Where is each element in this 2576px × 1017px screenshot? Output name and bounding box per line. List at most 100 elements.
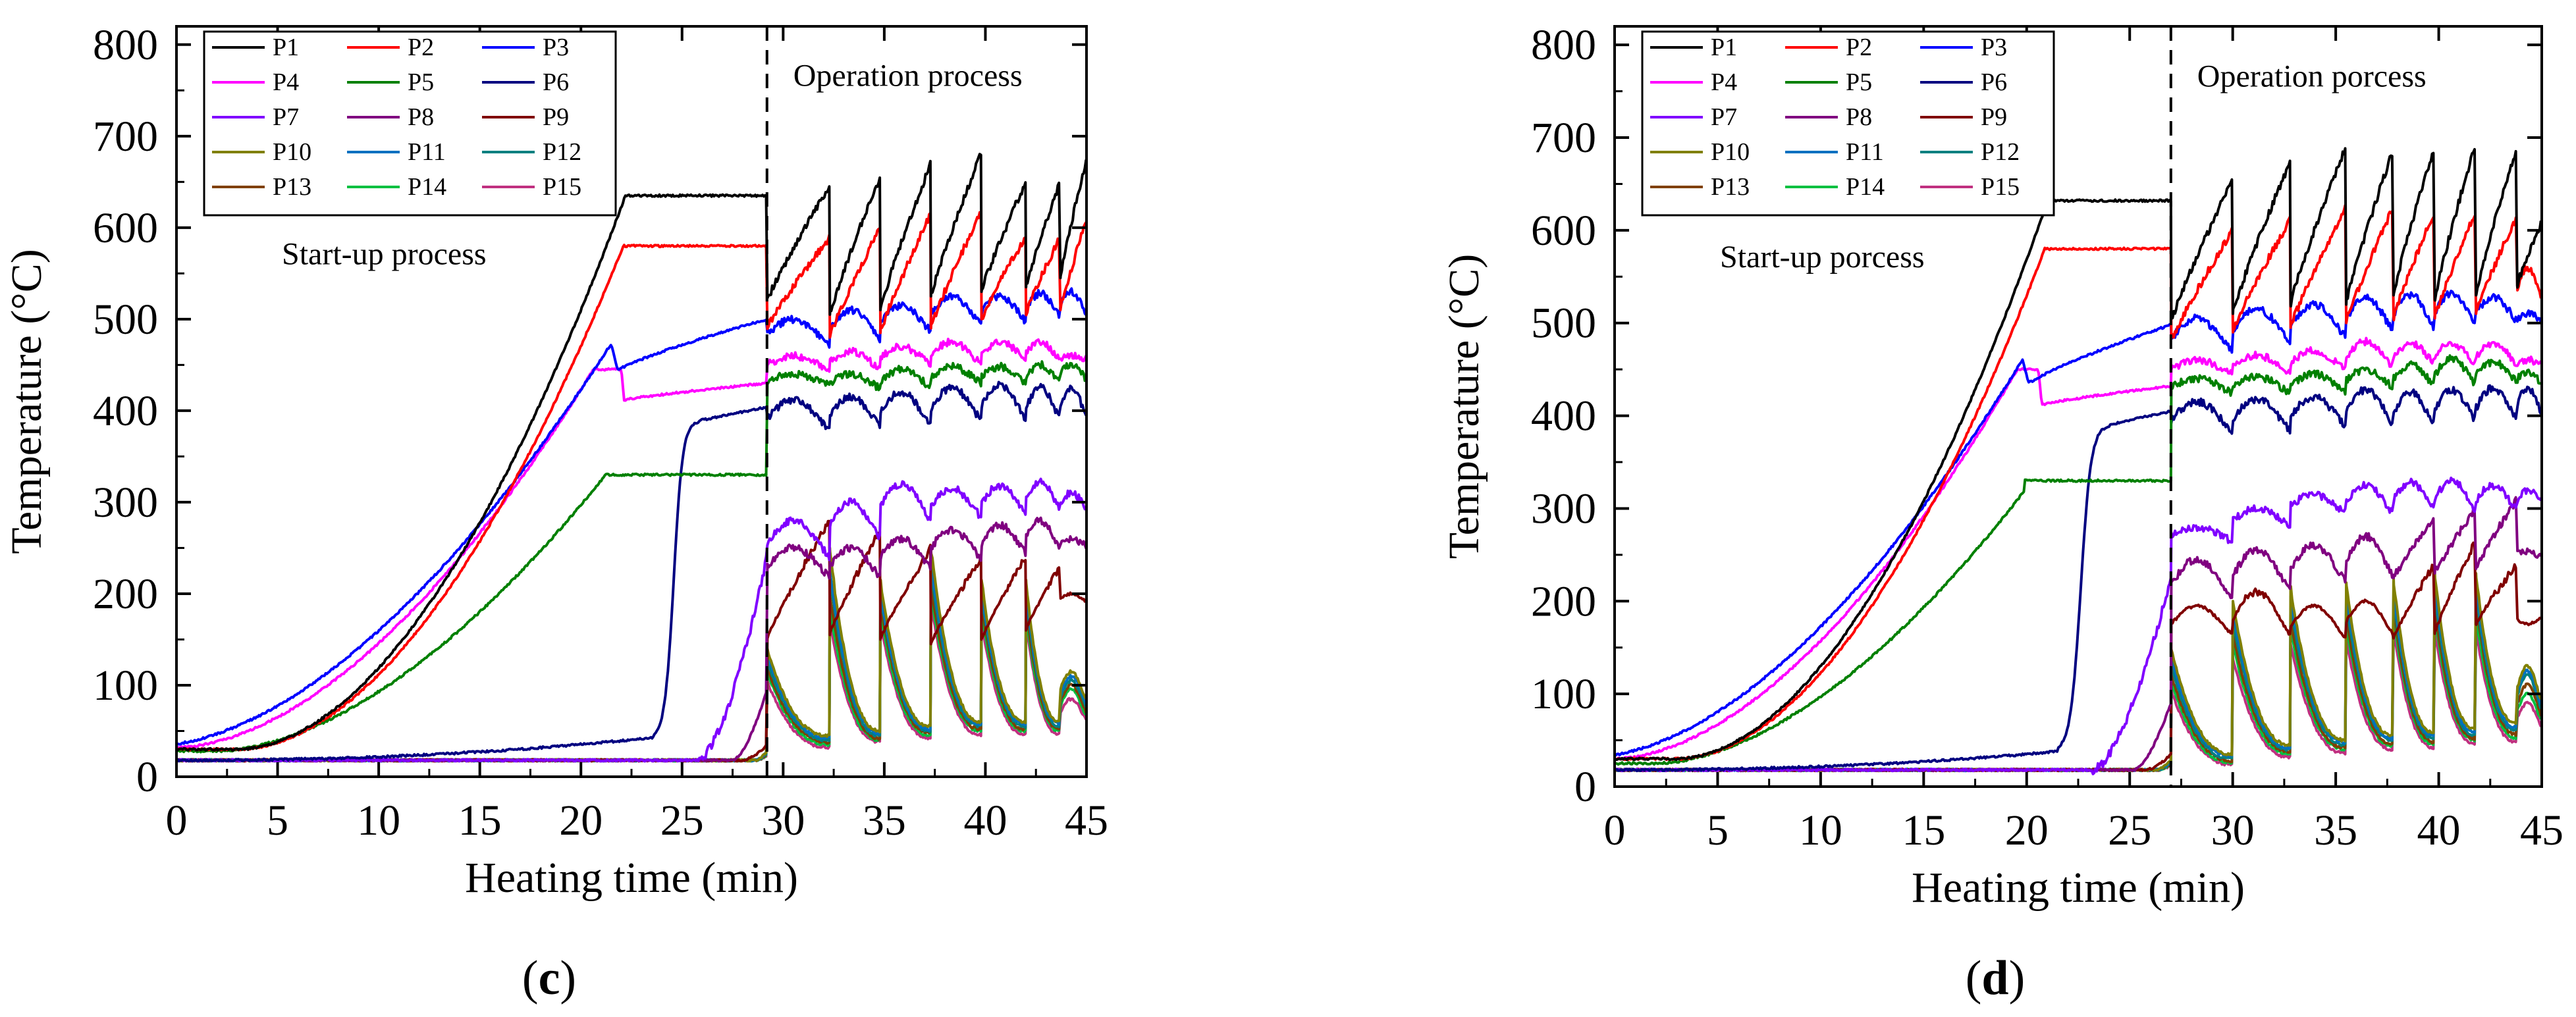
y-tick-label: 700 <box>1531 114 1596 162</box>
x-tick-label: 15 <box>458 796 502 845</box>
x-tick-label: 0 <box>1604 806 1626 854</box>
annotation-startup: Start-up process <box>282 236 487 271</box>
x-tick-label: 45 <box>2520 806 2563 854</box>
legend-label-p2: P2 <box>408 34 434 61</box>
series-line-p7 <box>1615 477 2542 775</box>
legend-label-p11: P11 <box>1846 138 1884 166</box>
x-tick-label: 35 <box>2314 806 2357 854</box>
y-tick-label: 100 <box>1531 670 1596 718</box>
x-tick-label: 10 <box>357 796 400 845</box>
legend-label-p12: P12 <box>543 138 581 166</box>
y-tick-label: 0 <box>136 753 158 801</box>
y-tick-label: 500 <box>1531 300 1596 348</box>
series-line-p6 <box>176 380 1087 763</box>
x-tick-label: 35 <box>863 796 906 845</box>
legend-label-p10: P10 <box>1711 138 1750 166</box>
annotation-startup: Start-up porcess <box>1720 240 1925 274</box>
series-line-p3 <box>176 287 1087 746</box>
y-tick-label: 500 <box>93 296 158 344</box>
legend-label-p1: P1 <box>1711 34 1737 61</box>
panel-label: (c) <box>522 951 576 1005</box>
legend-label-p15: P15 <box>543 173 581 201</box>
legend-label-p14: P14 <box>408 173 446 201</box>
series-line-p10 <box>176 546 1087 763</box>
y-tick-label: 700 <box>93 113 158 161</box>
y-tick-label: 600 <box>1531 207 1596 255</box>
legend-label-p6: P6 <box>543 68 569 96</box>
y-tick-label: 200 <box>1531 577 1596 625</box>
x-tick-label: 25 <box>2108 806 2151 854</box>
annotation-operation: Operation porcess <box>2197 59 2427 94</box>
legend-label-p3: P3 <box>1981 34 2007 61</box>
series-line-p4 <box>176 338 1087 750</box>
y-tick-label: 800 <box>93 21 158 69</box>
y-tick-label: 100 <box>93 662 158 710</box>
x-tick-label: 15 <box>1902 806 1945 854</box>
legend-box <box>1641 30 2055 217</box>
legend-label-p6: P6 <box>1981 68 2007 96</box>
legend-label-p14: P14 <box>1846 173 1885 201</box>
legend-label-p5: P5 <box>408 68 434 96</box>
legend-label-p1: P1 <box>273 34 299 61</box>
annotation-operation: Operation process <box>793 58 1023 93</box>
x-tick-label: 20 <box>559 796 603 845</box>
legend-label-p12: P12 <box>1981 138 2020 166</box>
x-tick-label: 30 <box>761 796 805 845</box>
y-tick-label: 600 <box>93 204 158 252</box>
legend-label-p10: P10 <box>273 138 311 166</box>
legend-label-p8: P8 <box>408 103 434 131</box>
legend-label-p9: P9 <box>543 103 569 131</box>
series-line-p2 <box>176 211 1087 752</box>
panel-label: (d) <box>1966 951 2025 1005</box>
series-line-p5 <box>176 360 1087 754</box>
legend-label-p9: P9 <box>1981 103 2007 131</box>
y-tick-label: 800 <box>1531 21 1596 69</box>
y-axis-label: Temperature (°C) <box>3 249 51 554</box>
legend-label-p5: P5 <box>1846 68 1872 96</box>
x-tick-label: 20 <box>2005 806 2049 854</box>
legend-label-p13: P13 <box>1711 173 1750 201</box>
legend-label-p7: P7 <box>1711 103 1737 131</box>
legend-box <box>203 30 617 217</box>
x-tick-label: 0 <box>166 796 188 845</box>
legend-label-p2: P2 <box>1846 34 1872 61</box>
legend-label-p13: P13 <box>273 173 311 201</box>
y-tick-label: 400 <box>93 387 158 435</box>
y-tick-label: 0 <box>1574 763 1596 811</box>
legend-label-p15: P15 <box>1981 173 2020 201</box>
legend: P1 P2 P3 P4 P5 P6 P7 P8 P9 P10 P11 P12 P13 P14 P15 <box>1641 30 2055 217</box>
series-line-p3 <box>1615 290 2542 757</box>
series-line-p1 <box>1615 147 2542 762</box>
legend-label-p3: P3 <box>543 34 569 61</box>
x-tick-label: 45 <box>1065 796 1108 845</box>
legend-label-p4: P4 <box>1711 68 1737 96</box>
x-tick-label: 10 <box>1799 806 1842 854</box>
y-tick-label: 300 <box>93 479 158 527</box>
x-axis-label: Heating time (min) <box>1912 864 2245 912</box>
chart-panel-d: 0 5 10 15 20 25 30 35 40 45 0 100 200 300 400 500 600 700… <box>1440 21 2563 1005</box>
x-tick-label: 40 <box>963 796 1007 845</box>
legend-label-p11: P11 <box>408 138 446 166</box>
legend: P1 P2 P3 P4 P5 P6 P7 P8 P9 P10 P11 P12 P13 P14 P15 <box>203 30 617 217</box>
series-line-p7 <box>176 477 1087 763</box>
legend-label-p8: P8 <box>1846 103 1872 131</box>
x-tick-label: 5 <box>267 796 288 845</box>
series-line-p6 <box>1615 384 2542 773</box>
x-tick-label: 40 <box>2417 806 2461 854</box>
series-line-p4 <box>1615 336 2542 761</box>
legend-label-p4: P4 <box>273 68 299 96</box>
x-tick-label: 5 <box>1707 806 1729 854</box>
x-tick-label: 25 <box>660 796 704 845</box>
y-tick-label: 400 <box>1531 392 1596 440</box>
series-line-p5 <box>1615 354 2542 766</box>
y-axis-label: Temperature (°C) <box>1440 254 1488 559</box>
y-tick-label: 200 <box>93 570 158 618</box>
chart-panel-c: 0 5 10 15 20 25 30 35 40 45 0 100 200 300 400 500 600 700… <box>3 21 1108 1005</box>
x-tick-label: 30 <box>2211 806 2255 854</box>
series-line-p2 <box>1615 203 2542 762</box>
legend-label-p7: P7 <box>273 103 299 131</box>
x-axis-label: Heating time (min) <box>465 854 798 902</box>
series-line-p1 <box>176 153 1087 752</box>
